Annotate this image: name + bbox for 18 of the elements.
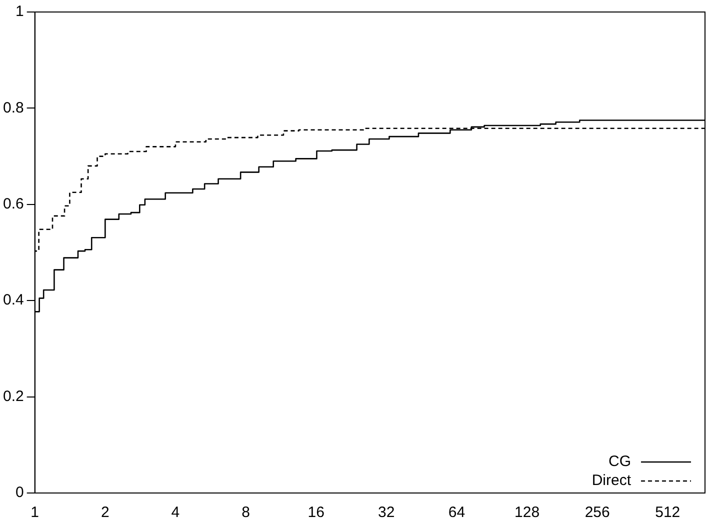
x-tick-label: 256 — [584, 504, 610, 522]
x-tick-label: 16 — [308, 504, 324, 522]
x-tick-label: 4 — [171, 504, 180, 522]
y-tick-label: 0.4 — [2, 292, 24, 309]
x-tick-label: 512 — [655, 504, 680, 522]
x-tick-label: 32 — [378, 504, 395, 522]
y-tick-label: 1 — [16, 3, 24, 20]
legend-label: CG — [608, 453, 631, 470]
x-tick-label: 64 — [448, 504, 466, 522]
x-tick-label: 1 — [30, 504, 40, 522]
y-tick-label: 0.2 — [2, 388, 24, 405]
x-tick-label: 8 — [242, 504, 250, 522]
y-tick-label: 0.6 — [2, 196, 24, 213]
legend-label: Direct — [592, 472, 632, 490]
x-tick-label: 128 — [514, 504, 540, 522]
y-tick-label: 0 — [16, 484, 24, 502]
x-tick-label: 2 — [100, 504, 110, 522]
y-tick-label: 0.8 — [2, 99, 24, 116]
